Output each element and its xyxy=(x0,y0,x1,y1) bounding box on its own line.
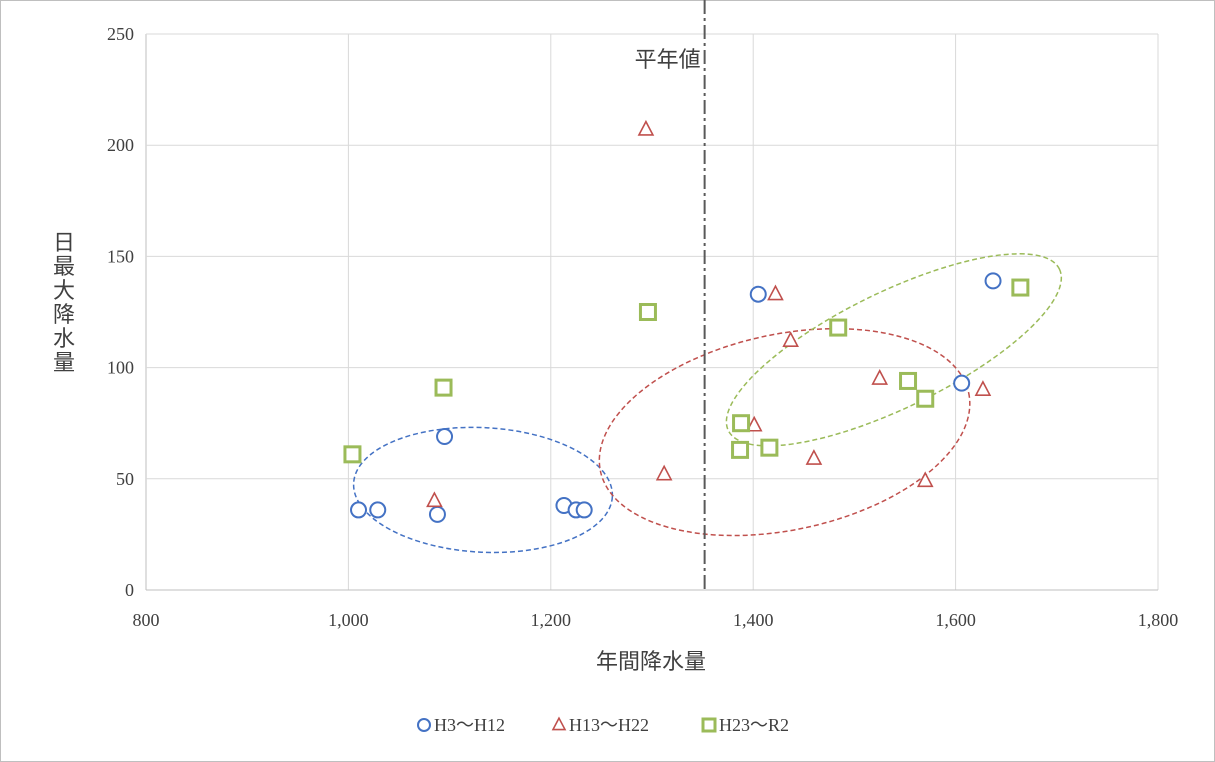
data-point-circle xyxy=(369,501,387,519)
legend-label: H3～H12 xyxy=(434,715,505,735)
data-point-triangle xyxy=(871,369,889,385)
data-point-triangle xyxy=(805,449,823,465)
x-tick-label: 1,200 xyxy=(531,610,572,630)
data-point-triangle xyxy=(782,331,799,348)
data-point-circle xyxy=(575,501,593,519)
y-tick-labels: 0 50 100 150 200 250 xyxy=(107,24,134,600)
group-ellipses xyxy=(352,253,1063,554)
data-point-circle xyxy=(984,272,1002,290)
data-point-triangle xyxy=(637,119,655,136)
x-tick-label: 1,600 xyxy=(935,610,976,630)
data-point-circle xyxy=(350,501,368,519)
data-point-triangle xyxy=(745,415,763,432)
legend-label: H13～H22 xyxy=(569,715,649,735)
data-point-triangle xyxy=(974,380,992,396)
group-ellipse xyxy=(725,253,1063,447)
y-tick-label: 200 xyxy=(107,135,134,155)
data-point-square xyxy=(731,440,750,459)
data-point-triangle xyxy=(916,471,934,488)
gridlines xyxy=(145,33,1159,591)
data-point-square xyxy=(760,438,779,457)
data-point-square xyxy=(1011,278,1030,297)
data-point-square xyxy=(638,303,657,321)
data-point-square xyxy=(829,318,848,337)
data-point-triangle xyxy=(426,491,443,508)
data-point-square xyxy=(343,445,362,464)
data-point-triangle xyxy=(551,716,567,731)
data-point-square xyxy=(701,717,717,733)
data-point-triangle xyxy=(655,464,673,481)
reference-line-label: 平年値 xyxy=(635,48,701,73)
data-point-circle xyxy=(417,718,431,732)
x-tick-labels: 800 1,000 1,200 1,400 1,600 1,800 xyxy=(133,610,1179,630)
y-tick-label: 250 xyxy=(107,24,134,44)
x-tick-label: 1,000 xyxy=(328,610,369,630)
y-axis-title: 日最大降水量 xyxy=(53,231,75,376)
y-tick-label: 0 xyxy=(125,580,134,600)
group-ellipse xyxy=(598,327,971,537)
x-tick-label: 1,400 xyxy=(733,610,774,630)
y-tick-label: 100 xyxy=(107,358,134,378)
data-point-square xyxy=(916,389,935,408)
legend-label: H23～R2 xyxy=(719,715,789,735)
y-tick-label: 150 xyxy=(107,246,134,266)
y-tick-label: 50 xyxy=(116,469,134,489)
data-point-circle xyxy=(953,374,971,392)
reference-line-group: 平年値 xyxy=(635,0,706,590)
x-tick-label: 800 xyxy=(133,610,160,630)
legend: H3～H12 H13～H22 H23～R2 xyxy=(417,715,789,735)
data-point-square xyxy=(899,371,918,390)
data-point-triangle xyxy=(767,284,784,301)
data-point-square xyxy=(732,414,751,433)
data-point-square xyxy=(434,378,453,397)
data-points xyxy=(343,119,1030,523)
x-axis-title: 年間降水量 xyxy=(596,650,706,675)
x-tick-label: 1,800 xyxy=(1138,610,1179,630)
data-point-circle xyxy=(436,428,454,446)
data-point-circle xyxy=(428,505,446,523)
group-ellipse xyxy=(352,426,614,554)
data-point-circle xyxy=(749,285,767,303)
